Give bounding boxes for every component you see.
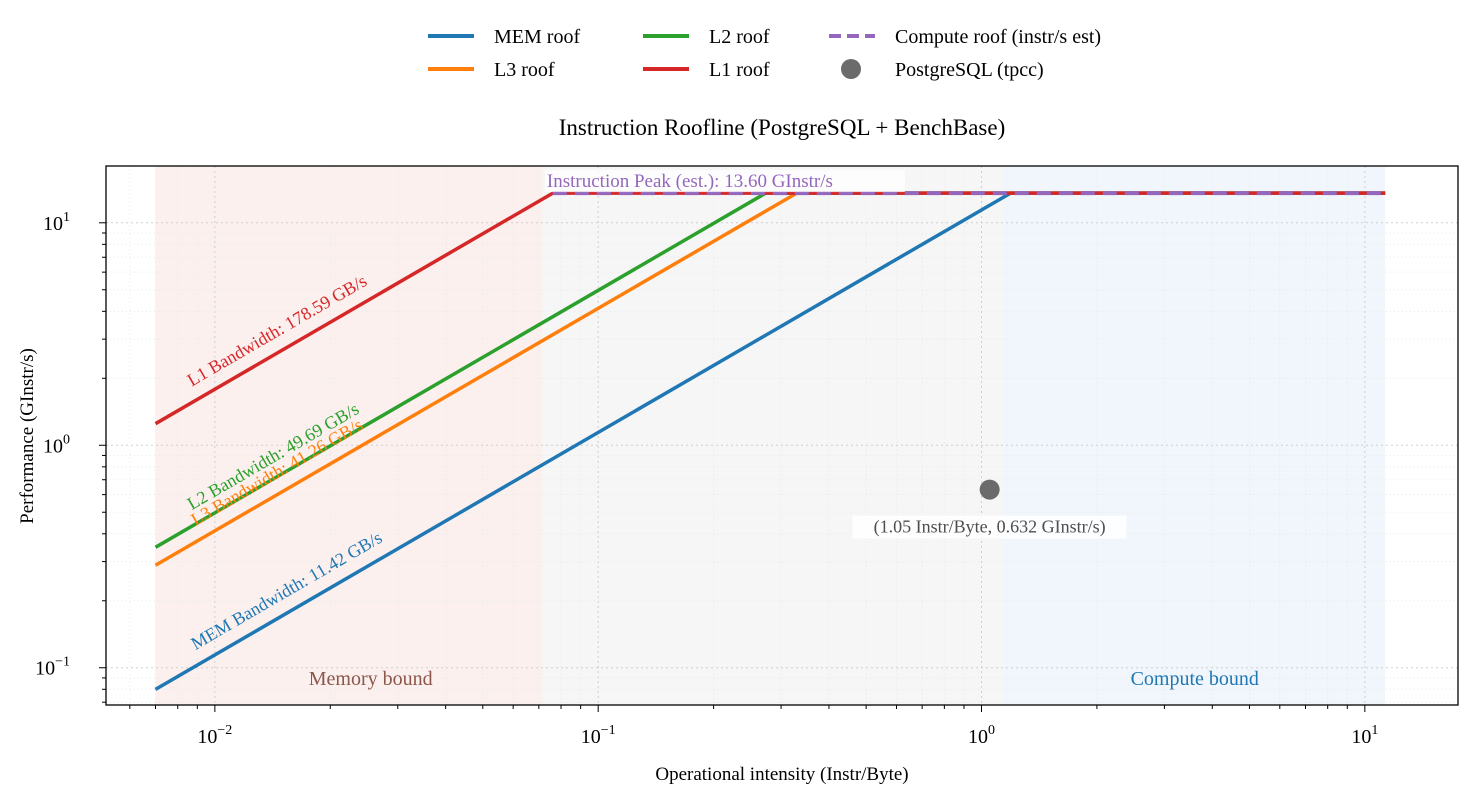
y-tick-label: 10−1: [35, 655, 70, 680]
x-tick-label: 100: [968, 723, 995, 748]
legend-label: L1 roof: [709, 59, 770, 81]
roof-lines: [154, 191, 1386, 691]
y-axis-label: Performance (GInstr/s): [17, 348, 38, 524]
x-tick-label: 10−2: [197, 723, 232, 748]
grid: [106, 166, 1458, 705]
y-tick-label: 100: [43, 432, 70, 457]
region-compute: [1003, 166, 1386, 705]
y-tick-label: 101: [43, 210, 70, 235]
compute-roof-label-bg: [544, 170, 905, 193]
region-middle: [542, 166, 1004, 705]
legend-label: L2 roof: [709, 26, 770, 48]
axes: 10−2 10−1 100 101 10−1 100 101: [35, 165, 1459, 748]
legend-marker-point: [841, 59, 861, 79]
legend-label: L3 roof: [494, 59, 555, 81]
region-label-memory: Memory bound: [309, 668, 433, 690]
legend-label: PostgreSQL (tpcc): [895, 59, 1044, 81]
plot-area: MEM Bandwidth: 11.42 GB/sL3 Bandwidth: 4…: [106, 166, 1458, 705]
data-points: (1.05 Instr/Byte, 0.632 GInstr/s): [852, 479, 1127, 539]
compute-roof-label: Instruction Peak (est.): 13.60 GInstr/s: [547, 171, 833, 192]
legend-label: MEM roof: [494, 26, 580, 48]
legend: MEM roof L3 roof L2 roof L1 roof Compute roo…: [428, 26, 1101, 81]
chart-title: Instruction Roofline (PostgreSQL + Bench…: [559, 115, 1006, 140]
region-label-compute: Compute bound: [1131, 668, 1259, 690]
legend-label: Compute roof (instr/s est): [895, 26, 1101, 48]
x-tick-label: 101: [1351, 723, 1378, 748]
x-tick-label: 10−1: [581, 723, 616, 748]
data-point-postgresql: [979, 479, 1000, 500]
plot-frame: [105, 165, 1459, 706]
point-annotation: (1.05 Instr/Byte, 0.632 GInstr/s): [874, 517, 1106, 538]
regions: [155, 166, 1386, 705]
point-annotation-bg: [852, 515, 1127, 539]
x-axis-label: Operational intensity (Instr/Byte): [655, 764, 908, 785]
